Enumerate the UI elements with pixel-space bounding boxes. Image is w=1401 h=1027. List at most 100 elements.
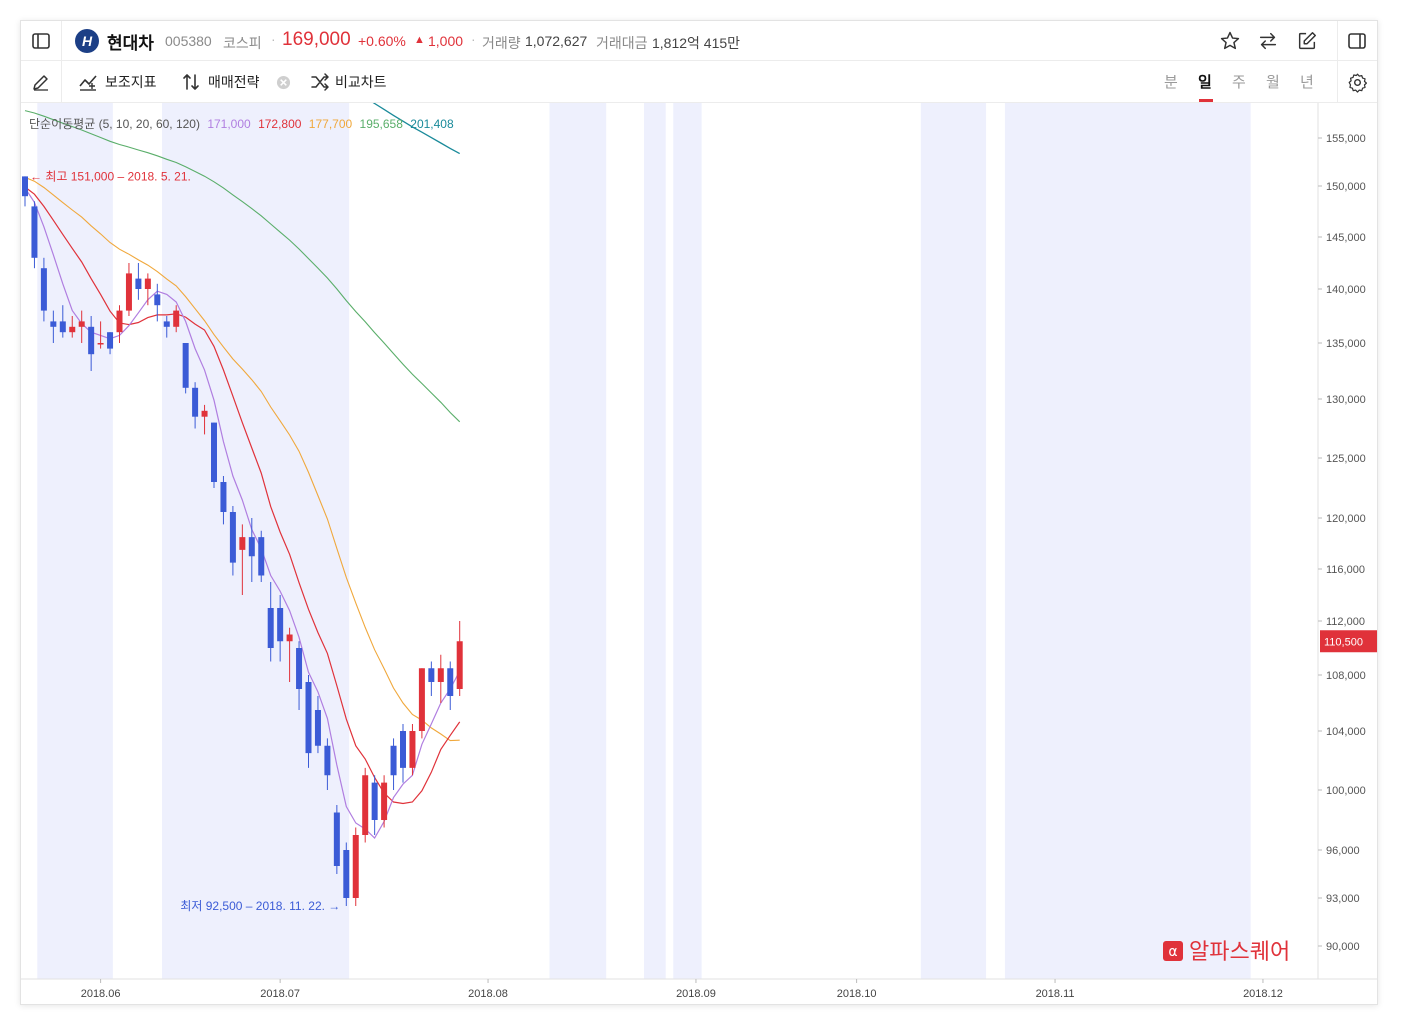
candle: [154, 283, 161, 322]
period-minute-tab[interactable]: 분: [1164, 74, 1178, 91]
shuffle-icon[interactable]: [309, 71, 331, 93]
candle: [390, 738, 397, 790]
x-tick-label: 2018.07: [260, 988, 300, 1000]
star-icon[interactable]: [1217, 28, 1243, 54]
y-tick-label: 108,000: [1326, 670, 1366, 682]
y-tick-label: 145,000: [1326, 232, 1366, 244]
y-tick-label: 116,000: [1326, 564, 1365, 576]
settings-gear-icon[interactable]: [1345, 70, 1369, 94]
y-tick-label: 130,000: [1326, 394, 1366, 406]
candle: [381, 775, 388, 828]
stock-header: H 현대차 005380 코스피 · 169,000 +0.60% ▲ 1,00…: [21, 21, 1377, 61]
period-week-tab[interactable]: 주: [1232, 74, 1246, 91]
candle-body: [381, 782, 388, 820]
chart-window: H 현대차 005380 코스피 · 169,000 +0.60% ▲ 1,00…: [20, 20, 1378, 1005]
candle: [192, 382, 199, 429]
y-tick-label: 93,000: [1326, 893, 1360, 905]
candle-body: [78, 321, 85, 327]
indicator-button[interactable]: 보조지표: [105, 74, 157, 90]
candle: [371, 775, 378, 835]
candle-body: [211, 422, 217, 482]
candle: [201, 404, 208, 435]
panel-toggle-icon[interactable]: [1345, 29, 1369, 53]
candle-body: [97, 343, 104, 345]
edit-icon[interactable]: [1294, 28, 1320, 54]
shaded-region: [37, 103, 113, 979]
candle-body: [154, 294, 161, 306]
sidebar-toggle-icon[interactable]: [29, 29, 53, 53]
x-tick-label: 2018.09: [676, 988, 716, 1000]
price-chart[interactable]: 155,000 150,000 145,000 140,000 135,000 130,0…: [21, 103, 1377, 1004]
candle: [229, 506, 236, 576]
swap-icon[interactable]: [1255, 28, 1281, 54]
candle: [418, 668, 425, 739]
candle: [107, 332, 114, 355]
candle-body: [125, 273, 132, 311]
current-price-badge: [1320, 630, 1377, 653]
y-tick-label: 120,000: [1326, 513, 1366, 525]
candle-body: [107, 332, 114, 349]
strategy-button[interactable]: 매매전략: [208, 74, 260, 90]
candle: [267, 582, 274, 662]
current-price: 169,000: [282, 29, 351, 50]
market-name: 코스피: [223, 35, 262, 51]
candle: [343, 842, 350, 906]
strategy-icon[interactable]: [180, 71, 202, 93]
y-tick-label: 125,000: [1326, 453, 1366, 465]
candle-body: [277, 608, 284, 642]
stock-name: 현대차: [107, 34, 154, 53]
candle-body: [437, 668, 444, 682]
y-tick-label: 140,000: [1326, 284, 1366, 296]
ma20-value: 177,700: [308, 117, 353, 131]
candle: [456, 621, 463, 696]
watermark-text: 알파스퀘어: [1189, 940, 1290, 965]
period-month-tab[interactable]: 월: [1266, 74, 1280, 91]
ma5-line: [24, 187, 461, 839]
shaded-region: [1004, 103, 1251, 979]
candle-body: [40, 268, 47, 311]
candle-body: [258, 537, 265, 576]
candle-body: [333, 812, 340, 866]
period-year-tab[interactable]: 년: [1300, 74, 1314, 91]
candle: [144, 273, 151, 306]
amount-label: 거래대금: [596, 35, 648, 51]
company-logo: H: [75, 29, 99, 53]
candle-body: [163, 321, 170, 327]
candle-body: [182, 343, 189, 388]
candle-body: [59, 321, 66, 333]
candle-body: [116, 310, 123, 333]
candle: [59, 305, 66, 338]
shaded-region: [920, 103, 987, 979]
candle: [409, 724, 416, 776]
watermark-logo-glyph: α: [1168, 944, 1177, 960]
candle: [163, 316, 170, 338]
candle: [286, 627, 293, 682]
candle-body: [352, 835, 359, 898]
compare-button[interactable]: 비교차트: [335, 74, 387, 90]
candle-body: [390, 745, 397, 776]
close-circle-icon[interactable]: [275, 74, 291, 90]
candle-body: [248, 537, 255, 557]
pen-icon[interactable]: [29, 70, 53, 94]
ma20-line: [24, 176, 460, 742]
candle: [78, 310, 85, 343]
indicator-icon[interactable]: [77, 71, 99, 93]
candle-body: [201, 410, 208, 417]
y-tick-label: 90,000: [1326, 941, 1360, 953]
candle-body: [69, 326, 76, 333]
x-tick-label: 2018.12: [1243, 988, 1283, 1000]
candle: [296, 641, 303, 710]
candle-body: [305, 682, 312, 754]
candle: [31, 201, 38, 269]
low-annotation: 최저 92,500 – 2018. 11. 22. →: [180, 899, 340, 913]
candle-body: [144, 278, 151, 289]
period-day-tab[interactable]: 일: [1198, 74, 1212, 91]
ma60-value: 195,658: [359, 117, 403, 131]
candle: [97, 321, 104, 349]
candle: [352, 827, 359, 906]
candle: [116, 305, 123, 343]
candle-body: [324, 745, 331, 776]
change-amount: 1,000: [428, 33, 464, 49]
candle-body: [22, 176, 28, 197]
stock-code: 005380: [165, 33, 212, 49]
